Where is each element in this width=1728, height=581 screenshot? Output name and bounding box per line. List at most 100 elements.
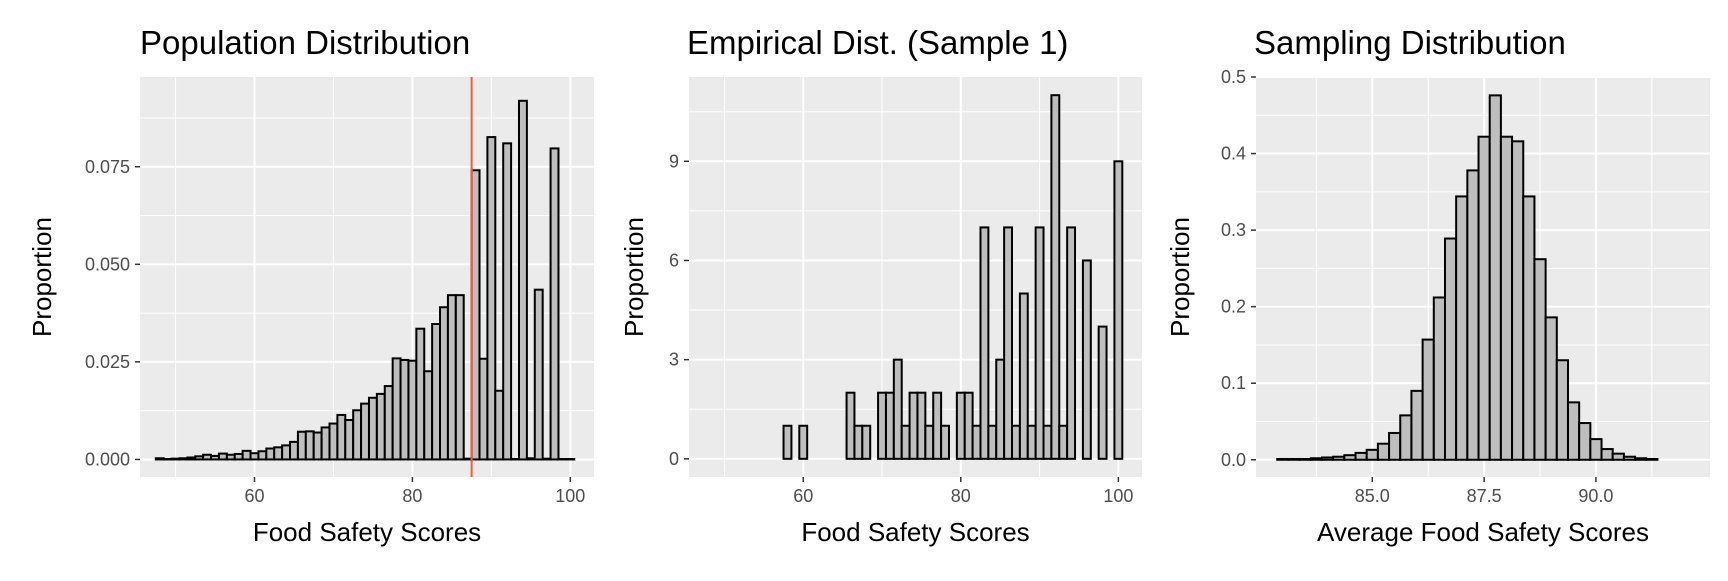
y-tick-label: 0.025 [85,352,130,372]
y-tick-label: 9 [669,151,679,171]
y-tick-label: 3 [669,350,679,370]
histogram-bar [1602,449,1613,460]
histogram-bar [393,358,401,459]
histogram-bar [172,459,180,460]
histogram-bar [527,458,535,459]
histogram-bar [917,393,925,459]
histogram-bar [1568,402,1579,459]
histogram-bar [941,426,949,459]
histogram-bar [337,415,345,459]
histogram-bar [1389,433,1400,460]
histogram-bar [878,393,886,459]
histogram-bar [440,307,448,459]
histogram-bar [1036,227,1044,458]
histogram-bar [910,393,918,459]
histogram-bar [408,361,416,460]
histogram-bar [1114,161,1122,459]
histogram-bar [1028,426,1036,459]
histogram-bar [1590,439,1601,460]
histogram-bar [314,433,322,460]
histogram-bar [424,371,432,459]
histogram-bar [187,457,195,459]
histogram-bar [1534,259,1545,460]
histogram-bar [290,442,298,460]
x-tick-label: 87.5 [1467,486,1502,506]
histogram-bar [1613,454,1624,460]
x-tick-label: 100 [555,486,585,506]
y-axis-label: Proportion [1165,217,1195,337]
histogram-bar [1624,457,1635,460]
histogram-bar [902,426,910,459]
histogram-bar [227,455,235,460]
histogram-bar [1277,459,1288,460]
histogram-bar [1051,95,1059,459]
histogram-bar [1367,450,1378,460]
x-axis-label: Food Safety Scores [253,517,481,547]
histogram-bar [1523,196,1534,459]
histogram-bar [894,360,902,459]
histogram-bar [306,431,314,459]
histogram-bar [854,426,862,459]
histogram-bar [195,456,203,459]
histogram-bar [1501,137,1512,460]
x-tick-label: 90.0 [1578,486,1613,506]
histogram-bar [495,391,503,460]
histogram-bar [211,456,219,460]
y-tick-label: 0.3 [1221,220,1246,240]
histogram-bar [847,393,855,459]
histogram-bar [1434,297,1445,459]
x-tick-label: 85.0 [1355,486,1390,506]
y-tick-label: 0.5 [1221,67,1246,87]
x-axis-label: Food Safety Scores [801,517,1029,547]
y-axis-label: Proportion [27,217,57,337]
histogram-bar [886,393,894,459]
y-tick-label: 0.0 [1221,450,1246,470]
histogram-bar [1546,317,1557,459]
y-axis-label: Proportion [619,217,649,337]
histogram-bar [472,170,480,459]
histogram-bar [1467,170,1478,459]
histogram-bar [1333,457,1344,460]
histogram-bar [298,432,306,460]
histogram-bar [377,394,385,460]
histogram-bar [1044,426,1052,459]
histogram-bar [1445,239,1456,460]
histogram-bar [996,360,1004,459]
histogram-bar [1020,294,1028,459]
histogram-bar [243,451,251,460]
histogram-bar [1004,227,1012,458]
x-tick-label: 100 [1103,486,1133,506]
histogram-bar [487,137,495,459]
histogram-bar [1067,227,1075,458]
histogram-bar [933,393,941,459]
histogram-bar [1411,391,1422,460]
histogram-bar [519,101,527,460]
histogram-bar [432,324,440,459]
histogram-bar [980,227,988,458]
histogram-bar [1579,423,1590,460]
histogram-bar [401,360,409,460]
x-tick-label: 60 [244,486,264,506]
histogram-bar [1012,426,1020,459]
histogram-bar [274,447,282,459]
histogram-bar [361,404,369,460]
histogram-bar [784,426,792,459]
histogram-bar [1378,444,1389,460]
histogram-bar [1344,455,1355,460]
chart-title: Sampling Distribution [1254,24,1566,61]
histogram-bar [456,295,464,459]
histogram-bar [1635,458,1646,460]
histogram-bar [1512,141,1523,459]
histogram-bar [480,359,488,460]
histogram-bar [385,386,393,459]
histogram-bar [988,426,996,459]
histogram-bar [1311,458,1322,460]
y-tick-label: 0.075 [85,157,130,177]
histogram-bar [799,426,807,459]
chart-title: Empirical Dist. (Sample 1) [687,24,1068,61]
histogram-bar [862,426,870,459]
histogram-bar [1557,360,1568,460]
